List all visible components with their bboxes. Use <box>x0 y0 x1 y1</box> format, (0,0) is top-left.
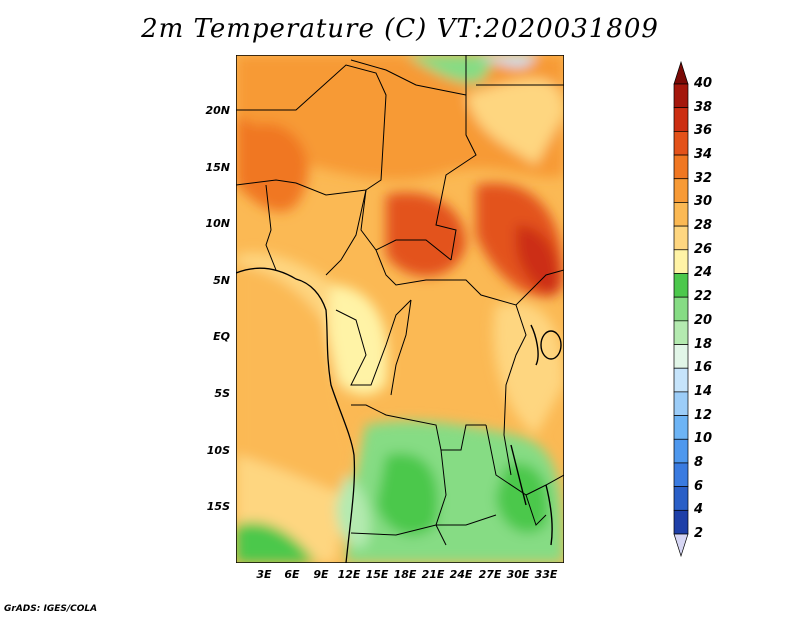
border-car <box>375 249 537 306</box>
border-south-sudan-east <box>535 269 564 286</box>
lakes <box>510 324 562 546</box>
lake-tanganyika <box>510 444 527 506</box>
x-tick-label: 9E <box>313 568 329 581</box>
temp-band-east-lakes <box>493 302 564 435</box>
temperature-map <box>236 55 564 563</box>
x-tick-label: 21E <box>421 568 445 581</box>
y-tick-label: 10S <box>206 444 230 457</box>
map-svg <box>236 55 564 563</box>
y-tick-label: 10N <box>205 217 230 230</box>
y-tick-label: EQ <box>213 330 230 343</box>
temp-hot-west-sahel <box>236 115 309 212</box>
border-angola-namibia <box>350 514 497 536</box>
border-drc-congo <box>390 299 412 396</box>
colorbar-swatch <box>673 83 689 109</box>
coastline <box>236 267 356 563</box>
colorbar-level-label: 38 <box>694 99 713 115</box>
colorbar <box>673 60 689 558</box>
x-tick-label: 12E <box>337 568 361 581</box>
colorbar-level-label: 18 <box>694 336 713 352</box>
colorbar-level-label: 6 <box>694 478 704 494</box>
colorbar-swatch <box>673 249 689 274</box>
border-nigeria-cameroon <box>325 189 367 276</box>
colorbar-swatch <box>673 438 689 464</box>
colorbar-swatch <box>673 367 689 393</box>
colorbar-swatch <box>673 462 689 487</box>
colorbar-level-label: 2 <box>694 526 704 541</box>
x-tick-label: 27E <box>478 568 502 581</box>
temp-cool-zambia <box>496 463 549 534</box>
colorbar-level-label: 36 <box>694 123 713 139</box>
colorbar-swatch <box>673 391 689 416</box>
y-tick-label: 15N <box>205 161 230 174</box>
temp-cool-libya <box>406 55 496 84</box>
colorbar-swatch <box>673 107 689 132</box>
temp-band-north <box>236 55 564 180</box>
border-benin-togo <box>265 184 277 271</box>
temp-cool-coast <box>336 475 370 548</box>
colorbar-bottom-arrow <box>673 533 689 558</box>
border-libya <box>350 55 467 96</box>
x-tick-label: 3E <box>256 568 272 581</box>
colorbar-swatch <box>673 273 689 298</box>
colorbar-level-label: 30 <box>694 194 713 210</box>
colorbar-level-label: 22 <box>694 289 713 305</box>
colorbar-swatch <box>673 225 689 251</box>
border-niger-nigeria <box>236 179 367 196</box>
border-congo-gabon <box>335 299 412 386</box>
colorbar-level-label: 8 <box>694 454 704 470</box>
colorbar-swatch <box>673 344 689 369</box>
border-angola-zambia <box>435 449 447 546</box>
y-tick-label: 5S <box>214 387 230 400</box>
x-tick-label: 18E <box>393 568 417 581</box>
colorbar-swatch <box>673 415 689 440</box>
colorbar-swatch <box>673 486 689 511</box>
temp-cool-southwest <box>236 522 316 563</box>
colorbar-level-label: 34 <box>694 147 713 163</box>
temp-cool-angola <box>376 453 439 536</box>
border-drc-angola <box>351 404 486 451</box>
colorbar-level-label: 10 <box>694 431 713 447</box>
x-tick-label: 6E <box>284 568 300 581</box>
lake-victoria <box>540 330 562 360</box>
map-title: 2m Temperature (C) VT:2020031809 <box>141 14 659 44</box>
lake-malawi <box>545 484 553 546</box>
border-chad-sudan <box>435 95 477 261</box>
border-drc-east <box>503 304 527 476</box>
colorbar-swatch <box>673 296 689 322</box>
x-tick-label: 15E <box>365 568 389 581</box>
y-tick-label: 15S <box>206 500 230 513</box>
colorbar-level-label: 32 <box>694 170 713 186</box>
temp-cold-north-edge <box>476 55 536 67</box>
colorbar-swatch <box>673 202 689 227</box>
colorbar-level-label: 40 <box>694 76 713 91</box>
colorbar-swatch <box>673 178 689 203</box>
country-borders <box>236 55 564 546</box>
colorbar-level-label: 14 <box>694 383 713 399</box>
colorbar-level-label: 20 <box>694 312 713 328</box>
x-tick-label: 24E <box>449 568 473 581</box>
colorbar-level-label: 16 <box>694 360 713 376</box>
x-tick-label: 33E <box>534 568 558 581</box>
colorbar-level-label: 12 <box>694 407 713 423</box>
temp-hottest-core <box>516 225 559 295</box>
x-tick-label: 30E <box>506 568 530 581</box>
border-chad-south <box>360 189 452 261</box>
y-tick-label: 20N <box>205 104 230 117</box>
colorbar-swatch <box>673 131 689 156</box>
colorbar-level-label: 28 <box>694 218 713 234</box>
colorbar-swatch <box>673 154 689 180</box>
colorbar-top-arrow <box>673 60 689 85</box>
grads-credit: GrADS: IGES/COLA <box>4 604 98 614</box>
y-tick-label: 5N <box>213 274 230 287</box>
colorbar-swatch <box>673 320 689 345</box>
colorbar-swatch <box>673 509 689 535</box>
lake-albert <box>530 324 539 366</box>
colorbar-level-label: 24 <box>694 265 713 281</box>
colorbar-level-label: 4 <box>694 502 704 518</box>
border-algeria-niger <box>236 64 387 191</box>
colorbar-level-label: 26 <box>694 241 713 257</box>
temp-band-northeast <box>466 78 564 165</box>
